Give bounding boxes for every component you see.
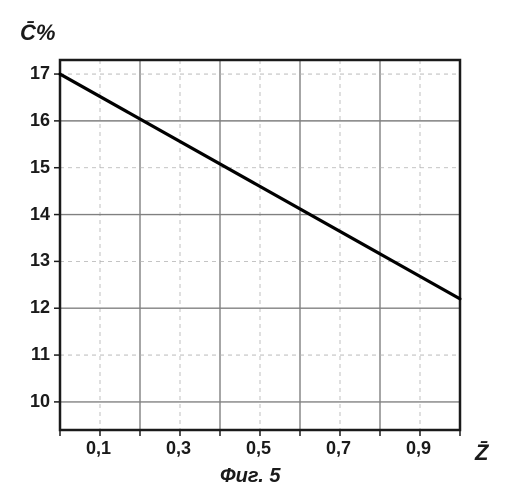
x-tick: 0,7 [326, 438, 351, 459]
x-tick: 0,1 [86, 438, 111, 459]
y-tick: 15 [30, 157, 50, 178]
chart-plot [0, 0, 511, 500]
x-tick: 0,9 [406, 438, 431, 459]
y-tick: 13 [30, 250, 50, 271]
y-tick: 10 [30, 391, 50, 412]
y-tick: 11 [31, 344, 50, 365]
y-tick: 14 [30, 204, 50, 225]
y-tick: 17 [30, 63, 50, 84]
x-tick: 0,5 [246, 438, 271, 459]
x-tick: 0,3 [166, 438, 191, 459]
y-tick: 12 [30, 297, 50, 318]
y-tick: 16 [30, 110, 50, 131]
